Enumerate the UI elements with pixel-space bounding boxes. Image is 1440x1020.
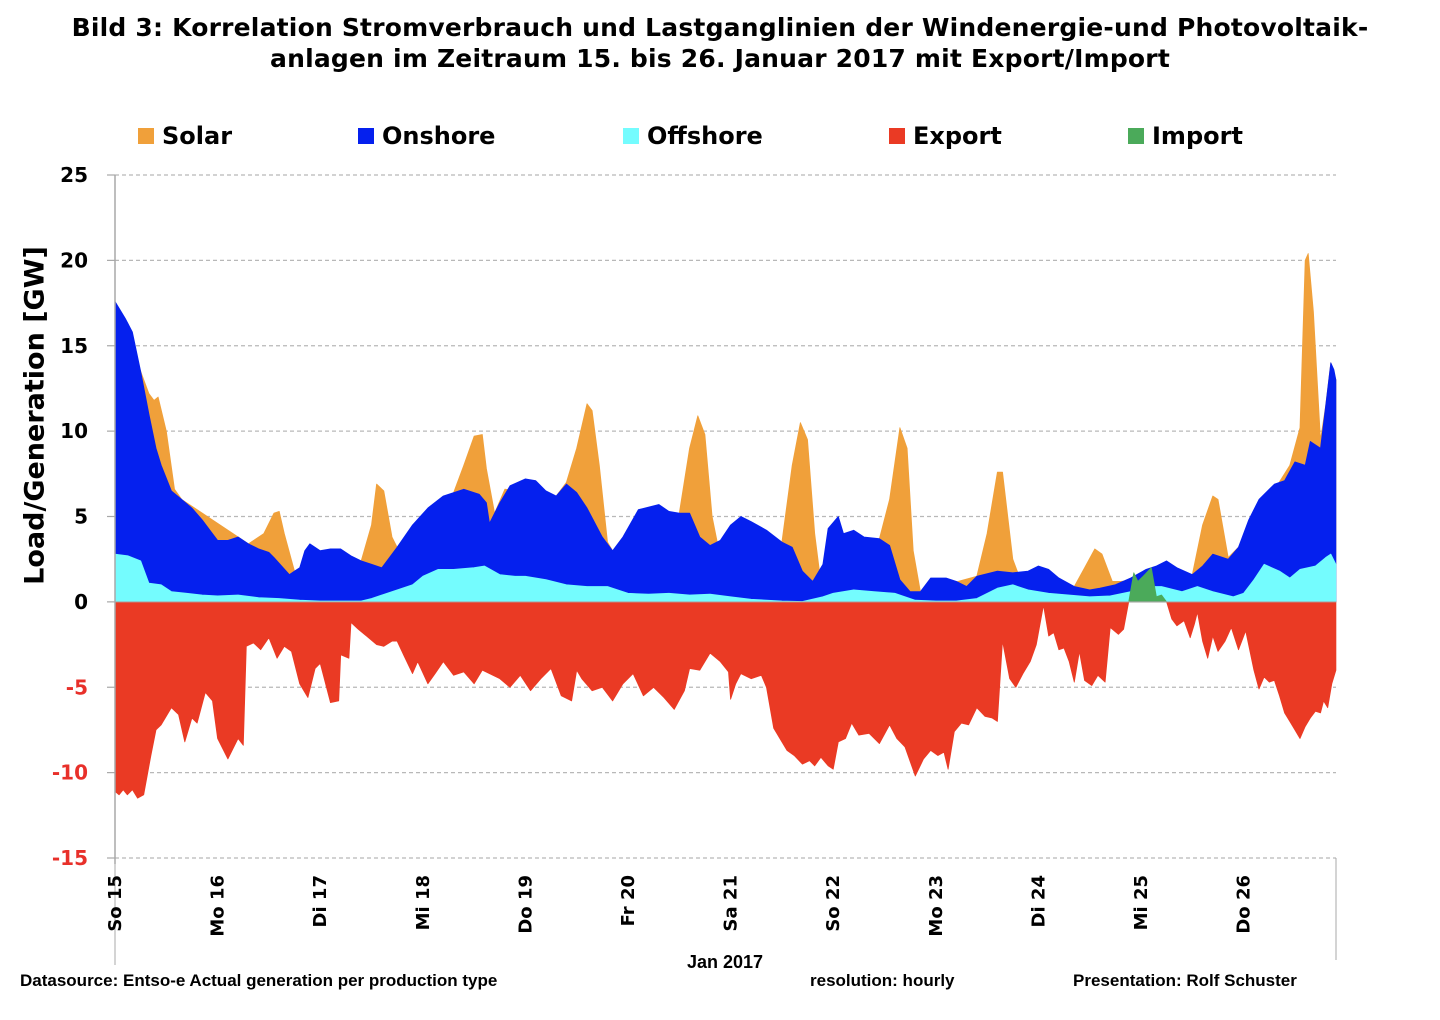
legend-label-solar: Solar	[162, 122, 233, 150]
axes	[107, 174, 1337, 965]
x-tick-label: So 22	[823, 875, 844, 932]
legend: Solar Onshore Offshore Export Import	[0, 122, 1440, 154]
y-tick-label: 25	[60, 163, 88, 187]
x-tick-label: Di 17	[310, 875, 331, 927]
y-tick-label: 15	[60, 334, 88, 358]
x-tick-label: Do 19	[515, 875, 536, 934]
y-tick-label: -15	[52, 846, 88, 870]
legend-item-import: Import	[1128, 122, 1243, 150]
legend-label-import: Import	[1152, 122, 1243, 150]
legend-label-export: Export	[913, 122, 1002, 150]
chart-title: Bild 3: Korrelation Stromverbrauch und L…	[0, 12, 1440, 74]
gridlines	[115, 174, 1336, 859]
footer-datasource: Datasource: Entso-e Actual generation pe…	[20, 971, 498, 990]
legend-swatch-export	[889, 128, 905, 144]
x-tick-label: So 15	[105, 875, 126, 932]
area-offshore	[114, 553, 1337, 603]
legend-swatch-solar	[138, 128, 154, 144]
y-axis-label: Load/Generation [GW]	[19, 246, 51, 585]
chart-title-line-1: Bild 3: Korrelation Stromverbrauch und L…	[71, 13, 1369, 42]
x-tick-label: Mo 23	[926, 875, 947, 937]
x-tick-label: Mo 16	[208, 875, 229, 937]
area-export	[114, 601, 1337, 799]
x-tick-label: Mi 25	[1131, 875, 1152, 930]
y-tick-label: -10	[52, 761, 88, 785]
y-tick-label: 10	[60, 419, 88, 443]
legend-item-solar: Solar	[138, 122, 232, 150]
y-tick-labels: 25 20 15 10 5 0 -5 -10 -15	[52, 163, 88, 870]
chart-title-line-2: anlagen im Zeitraum 15. bis 26. Januar 2…	[270, 44, 1170, 73]
y-tick-label: 0	[74, 590, 88, 614]
x-tick-label: Di 24	[1028, 875, 1049, 927]
legend-item-offshore: Offshore	[623, 122, 763, 150]
area-series	[114, 253, 1337, 799]
x-tick-labels: So 15 Mo 16 Di 17 Mi 18 Do 19 Fr 20 Sa 21 So 22…	[105, 875, 1255, 937]
legend-swatch-onshore	[358, 128, 374, 144]
legend-swatch-offshore	[623, 128, 639, 144]
x-tick-label: Mi 18	[413, 875, 434, 930]
area-import	[1128, 567, 1167, 603]
x-tick-label: Fr 20	[618, 875, 639, 926]
y-tick-label: -5	[66, 675, 88, 699]
legend-item-export: Export	[889, 122, 1002, 150]
y-tick-label: 5	[74, 505, 88, 529]
legend-swatch-import	[1128, 128, 1144, 144]
x-axis-label: Jan 2017	[686, 952, 764, 972]
y-tick-label: 20	[60, 248, 88, 272]
legend-label-offshore: Offshore	[647, 122, 763, 150]
area-onshore	[114, 301, 1337, 603]
x-tick-label: Do 26	[1234, 875, 1255, 934]
footer-resolution: resolution: hourly	[810, 971, 955, 990]
legend-item-onshore: Onshore	[358, 122, 495, 150]
legend-label-onshore: Onshore	[382, 122, 496, 150]
footer-presentation: Presentation: Rolf Schuster	[1073, 971, 1297, 990]
x-tick-label: Sa 21	[721, 875, 742, 931]
